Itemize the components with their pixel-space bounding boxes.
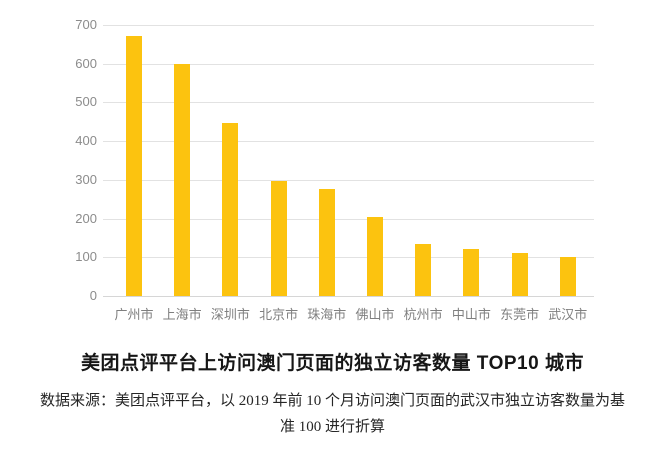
- x-axis-label-珠海市: 珠海市: [307, 307, 347, 322]
- y-axis-tick-0: 0: [89, 288, 97, 303]
- x-axis-label-中山市: 中山市: [451, 307, 491, 322]
- bar-杭州市: [415, 243, 432, 296]
- x-axis-label-佛山市: 佛山市: [355, 307, 395, 322]
- gridline-700: [103, 25, 594, 26]
- gridline-0: [103, 296, 594, 297]
- y-axis-tick-200: 200: [75, 210, 97, 226]
- bar-珠海市: [318, 188, 335, 296]
- x-axis-label-东莞市: 东莞市: [500, 307, 540, 322]
- bar-东莞市: [511, 253, 528, 296]
- gridline-100: [103, 257, 594, 259]
- bar-中山市: [463, 248, 480, 296]
- x-axis-label-上海市: 上海市: [162, 307, 202, 322]
- y-axis-tick-400: 400: [75, 133, 97, 149]
- bar-上海市: [174, 63, 191, 296]
- x-axis-label-广州市: 广州市: [114, 307, 154, 322]
- gridline-200: [103, 218, 594, 220]
- x-axis-label-深圳市: 深圳市: [210, 307, 250, 322]
- data-source-note-line1: 数据来源：美团点评平台，以 2019 年前 10 个月访问澳门页面的武汉市独立访…: [39, 393, 625, 409]
- chart-title: 美团点评平台上访问澳门页面的独立访客数量 TOP10 城市: [81, 353, 584, 374]
- gridline-400: [103, 141, 594, 143]
- bar-chart: 0 100 200 300 400 500 600 700 广州市 上海市 深圳市 北京市 珠海市 佛山市…: [75, 17, 594, 322]
- y-axis-tick-500: 500: [75, 94, 97, 110]
- bar-武汉市: [559, 257, 576, 296]
- x-axis-label-北京市: 北京市: [259, 307, 299, 322]
- data-source-note: 数据来源：美团点评平台，以 2019 年前 10 个月访问澳门页面的武汉市独立访…: [18, 388, 647, 440]
- y-axis-tick-700: 700: [75, 17, 97, 32]
- bar-广州市: [126, 35, 142, 296]
- data-source-note-line2: 准 100 进行折算: [279, 419, 385, 435]
- gridline-300: [103, 179, 594, 181]
- bar-佛山市: [367, 216, 383, 296]
- gridline-600: [103, 63, 594, 65]
- gridline-500: [103, 102, 594, 104]
- plot-area: [103, 25, 594, 297]
- x-axis-label-杭州市: 杭州市: [403, 307, 443, 322]
- x-axis-label-武汉市: 武汉市: [548, 307, 588, 322]
- y-axis-tick-100: 100: [75, 249, 97, 265]
- bar-深圳市: [222, 122, 239, 296]
- y-axis-tick-600: 600: [75, 55, 97, 71]
- bar-北京市: [270, 181, 287, 296]
- y-axis-tick-300: 300: [75, 171, 97, 187]
